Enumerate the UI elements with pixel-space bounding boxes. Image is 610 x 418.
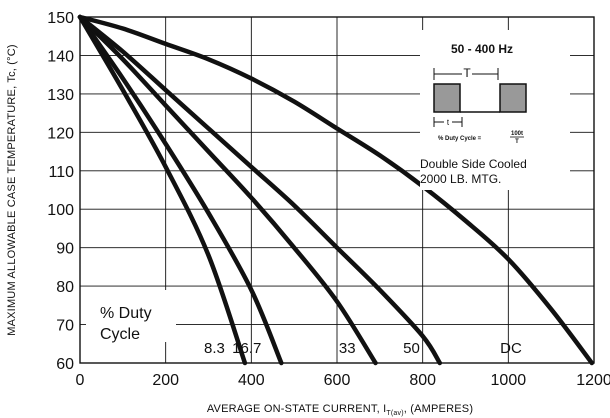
period-symbol: T [463,66,471,80]
series-label-50: 50 [403,340,420,357]
x-tick-label: 1200 [576,372,610,389]
y-tick-label: 140 [47,48,74,65]
series-label-8-3: 8.3 [204,340,225,357]
x-axis-title-tail: , (AMPERES) [404,403,473,415]
x-tick-label: 400 [238,372,265,389]
series-line-50 [77,14,443,366]
series-labels: 8.3 16.7 33 50 DC [204,340,522,357]
y-tick-label: 100 [47,202,74,219]
y-tick-label: 110 [48,164,74,181]
x-tick-label: 0 [76,372,85,389]
legend-note-box [86,290,176,342]
x-tick-label: 200 [152,372,179,389]
y-tick-label: 80 [56,279,74,296]
inset: 50 - 400 Hz T t % Duty Cycle = 100t T Do… [420,30,570,190]
inset-note-line2: 2000 LB. MTG. [420,172,501,186]
duty-formula-numerator: 100t [511,131,523,137]
inset-frequency: 50 - 400 Hz [451,42,513,56]
duty-formula-denominator: T [515,139,519,145]
y-tick-label: 120 [47,125,74,142]
duty-formula-prefix: % Duty Cycle = [438,136,482,142]
plot-frame [79,16,595,364]
x-axis-title: AVERAGE ON-STATE CURRENT, IT(av), (AMPER… [207,403,473,417]
series-line-16-7 [77,14,284,366]
y-tick-label: 70 [56,318,74,335]
series-line-8-3 [77,14,248,366]
x-axis-title-subscript: T(av) [386,410,403,417]
y-tick-label: 60 [56,356,74,373]
legend-note-line2: Cycle [100,326,140,343]
y-tick-label: 90 [56,241,74,258]
pulse-block-1 [433,83,461,113]
series-line-33 [77,14,378,366]
x-tick-label: 800 [409,372,436,389]
series-label-16-7: 16.7 [232,340,261,357]
x-tick-label: 600 [324,372,351,389]
y-axis-title: MAXIMUM ALLOWABLE CASE TEMPERATURE, Tc, … [6,44,18,336]
x-axis-title-main: AVERAGE ON-STATE CURRENT, I [207,403,387,415]
y-tick-label: 150 [47,10,74,27]
series-label-33: 33 [339,340,356,357]
y-tick-label: 130 [47,87,74,104]
inset-note-line1: Double Side Cooled [420,157,527,171]
series-line-DC [77,14,595,366]
curves [77,14,595,366]
tick-labels: 60 70 80 90 100 110 120 130 140 150 0 200 400 600 800 1… [47,10,610,389]
pulse-symbol: t [447,118,450,127]
legend-note-line1: % Duty [100,305,152,322]
period-symbol-bg [462,66,472,78]
x-tick-label: 1000 [491,372,527,389]
pulse-symbol-bg [444,116,452,126]
series-label-DC: DC [500,340,522,357]
pulse-block-2 [499,83,527,113]
